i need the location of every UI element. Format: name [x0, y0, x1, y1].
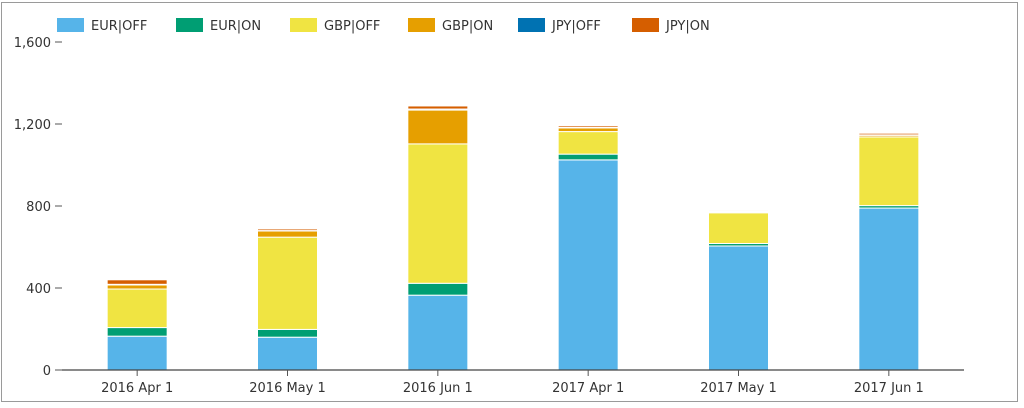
bar-segment-eur-on[interactable]	[257, 328, 318, 338]
bar-segment-gbp-off[interactable]	[858, 136, 920, 207]
y-tick-label: 1,600	[14, 36, 51, 51]
legend-label: GBP|OFF	[324, 19, 380, 34]
bar-segment-gbp-on[interactable]	[106, 284, 168, 290]
legend-label: JPY|OFF	[551, 19, 601, 34]
legend-item-gbp-on[interactable]: GBP|ON	[408, 18, 493, 34]
bar-segment-eur-off[interactable]	[858, 207, 920, 371]
bar-segment-gbp-on[interactable]	[557, 127, 619, 133]
x-axis: 2016 Apr 1 2016 May 1 2016 Jun 1 2017 Apr 1…	[62, 369, 964, 396]
legend-label: EUR|ON	[210, 19, 261, 34]
legend: EUR|OFF EUR|ON GBP|OFF GBP|ON JPY|OFF JPY|ON	[57, 18, 710, 34]
x-tick-label: 2017 Jun 1	[854, 381, 924, 396]
bar-segment-gbp-off[interactable]	[557, 131, 619, 155]
bar-segment-gbp-on[interactable]	[257, 230, 318, 238]
bar-segment-eur-off[interactable]	[407, 294, 469, 371]
legend-item-eur-off[interactable]: EUR|OFF	[57, 18, 147, 34]
stacked-bar-chart: EUR|OFF EUR|ON GBP|OFF GBP|ON JPY|OFF JPY|ON …	[14, 18, 964, 396]
bar-segment-jpy-on[interactable]	[858, 132, 920, 136]
legend-item-jpy-off[interactable]: JPY|OFF	[518, 18, 601, 34]
bar-segment-eur-off[interactable]	[557, 159, 619, 371]
legend-swatch	[57, 18, 84, 32]
y-axis: 0 400 800 1,200 1,600	[14, 36, 62, 379]
legend-item-eur-on[interactable]: EUR|ON	[176, 18, 261, 34]
bar-segment-jpy-on[interactable]	[257, 228, 318, 232]
bar-segment-jpy-on[interactable]	[557, 125, 619, 128]
bar-segment-gbp-off[interactable]	[708, 212, 769, 245]
bar-segment-jpy-on[interactable]	[708, 209, 769, 212]
legend-swatch	[176, 18, 203, 32]
y-tick-label: 800	[26, 200, 51, 215]
x-tick-label: 2017 Apr 1	[552, 381, 624, 396]
legend-swatch	[408, 18, 435, 32]
y-tick-label: 0	[43, 364, 51, 379]
legend-swatch	[290, 18, 317, 32]
legend-label: GBP|ON	[442, 19, 493, 34]
bar-segment-jpy-on[interactable]	[407, 105, 469, 110]
bar-segment-jpy-on[interactable]	[106, 279, 168, 285]
x-tick-label: 2017 May 1	[700, 381, 777, 396]
legend-swatch	[632, 18, 659, 32]
bar-segment-gbp-off[interactable]	[106, 288, 168, 329]
y-tick-label: 1,200	[14, 118, 51, 133]
y-tick-label: 400	[26, 282, 51, 297]
bar-segment-eur-off[interactable]	[708, 245, 769, 371]
x-tick-label: 2016 Jun 1	[403, 381, 473, 396]
bar-segment-gbp-on[interactable]	[407, 109, 469, 145]
bar-segment-eur-off[interactable]	[257, 336, 318, 371]
bar-segment-eur-on[interactable]	[106, 327, 168, 337]
bar-segment-eur-on[interactable]	[557, 153, 619, 161]
bar-segment-gbp-off[interactable]	[407, 143, 469, 284]
legend-swatch	[518, 18, 545, 32]
legend-label: EUR|OFF	[91, 19, 147, 34]
legend-item-gbp-off[interactable]: GBP|OFF	[290, 18, 380, 34]
x-tick-label: 2016 May 1	[249, 381, 326, 396]
bars	[106, 105, 920, 371]
chart-frame: EUR|OFF EUR|ON GBP|OFF GBP|ON JPY|OFF JPY|ON …	[1, 2, 1018, 402]
legend-label: JPY|ON	[665, 19, 710, 34]
bar-segment-eur-on[interactable]	[407, 282, 469, 296]
x-tick-label: 2016 Apr 1	[101, 381, 173, 396]
bar-segment-eur-off[interactable]	[106, 335, 168, 371]
legend-item-jpy-on[interactable]: JPY|ON	[632, 18, 710, 34]
bar-segment-gbp-off[interactable]	[257, 236, 318, 330]
